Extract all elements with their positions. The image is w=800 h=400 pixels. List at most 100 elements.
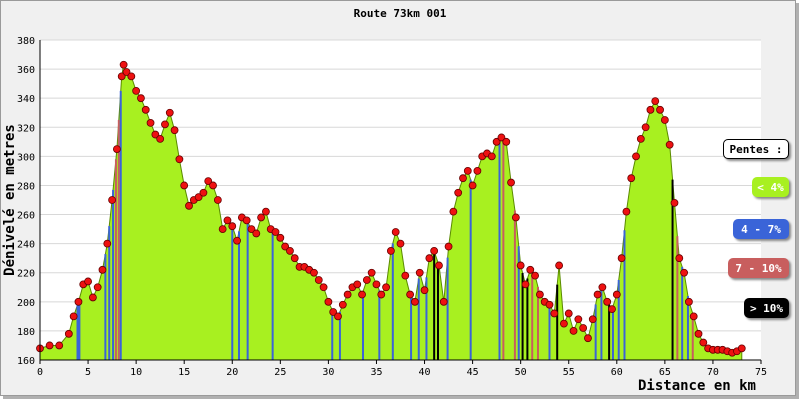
data-point <box>141 105 150 114</box>
data-point <box>175 155 184 164</box>
legend-item-over-10: > 10% <box>744 298 789 318</box>
y-tick-label: 260 <box>17 211 35 222</box>
data-point <box>319 283 328 292</box>
data-point <box>74 297 83 306</box>
data-point <box>415 268 424 277</box>
data-point <box>45 341 54 350</box>
data-point <box>646 105 655 114</box>
y-tick-label: 360 <box>17 65 35 76</box>
data-point <box>122 68 131 76</box>
data-point <box>358 290 366 299</box>
data-point <box>108 196 116 204</box>
x-tick-label: 40 <box>419 367 431 378</box>
data-point <box>603 297 612 306</box>
data-point <box>127 72 136 81</box>
data-point <box>550 309 559 318</box>
legend-title: Pentes : <box>723 139 789 159</box>
chart-title: Route 73km 001 <box>354 7 447 20</box>
axes: 160 180 200 220 240 260 280 300 320 340 360 380 0 5 10… <box>17 36 767 378</box>
x-tick-label: 50 <box>515 367 527 378</box>
data-point <box>377 290 386 299</box>
data-point <box>69 312 78 321</box>
data-point <box>329 308 338 316</box>
data-point <box>257 213 266 222</box>
data-point <box>271 228 280 236</box>
x-tick-label: 65 <box>659 367 671 378</box>
data-point <box>406 290 415 299</box>
data-point <box>338 300 347 309</box>
data-point <box>535 290 544 299</box>
x-tick-label: 25 <box>274 367 286 378</box>
y-tick-label: 180 <box>17 327 35 338</box>
data-point <box>430 247 439 255</box>
data-point <box>170 126 179 135</box>
x-tick-label: 60 <box>611 367 623 378</box>
data-point <box>497 133 506 142</box>
data-point <box>353 280 362 289</box>
data-point <box>84 277 92 286</box>
y-tick-label: 240 <box>17 240 35 251</box>
data-point <box>420 286 429 295</box>
data-point <box>444 242 453 251</box>
data-point <box>685 297 693 306</box>
x-tick-label: 0 <box>37 367 43 378</box>
data-point <box>487 152 496 161</box>
data-point <box>435 261 443 270</box>
data-point <box>64 329 73 338</box>
data-point <box>117 72 126 81</box>
profile-area <box>39 62 743 361</box>
data-point <box>242 216 251 225</box>
y-tick-label: 320 <box>17 123 35 134</box>
data-point <box>545 300 554 309</box>
data-point <box>310 268 318 277</box>
x-tick-label: 30 <box>322 367 334 378</box>
data-point <box>694 329 703 338</box>
data-point <box>680 268 688 277</box>
data-point <box>584 334 592 343</box>
x-tick-label: 20 <box>226 367 238 378</box>
data-point <box>228 222 237 231</box>
data-point <box>574 315 583 324</box>
data-point <box>531 271 539 280</box>
data-point <box>632 152 640 161</box>
data-point <box>454 188 463 197</box>
data-point <box>439 297 448 306</box>
data-point <box>314 276 323 284</box>
data-point <box>103 239 112 248</box>
data-point <box>156 135 165 143</box>
data-point <box>396 239 405 248</box>
data-point <box>262 207 270 216</box>
data-point <box>204 177 213 185</box>
data-point <box>656 105 664 114</box>
x-tick-label: 75 <box>755 367 767 378</box>
y-tick-label: 380 <box>17 36 35 47</box>
data-point <box>88 293 97 302</box>
data-point <box>627 174 636 183</box>
legend-item-4-7: 4 - 7% <box>733 219 789 239</box>
data-point <box>459 174 467 183</box>
data-point <box>223 216 232 225</box>
data-point <box>276 233 285 242</box>
x-tick-label: 45 <box>467 367 479 378</box>
data-point <box>386 247 395 255</box>
data-point <box>699 338 708 347</box>
data-point <box>507 178 515 187</box>
data-point <box>516 261 525 270</box>
data-point <box>391 228 400 236</box>
data-point <box>281 242 290 251</box>
legend-item-7-10: 7 - 10% <box>728 258 789 278</box>
data-point <box>526 265 535 274</box>
data-point <box>247 225 256 233</box>
data-point <box>492 137 501 146</box>
data-point <box>670 199 679 207</box>
data-point <box>161 120 169 129</box>
data-point <box>199 188 208 197</box>
data-point <box>401 271 410 280</box>
data-point <box>151 130 160 139</box>
x-axis-label: Distance en km <box>638 378 756 394</box>
data-point <box>372 280 381 289</box>
data-point <box>468 181 477 190</box>
data-point <box>560 319 568 328</box>
data-point <box>252 229 261 238</box>
data-point <box>651 97 660 105</box>
